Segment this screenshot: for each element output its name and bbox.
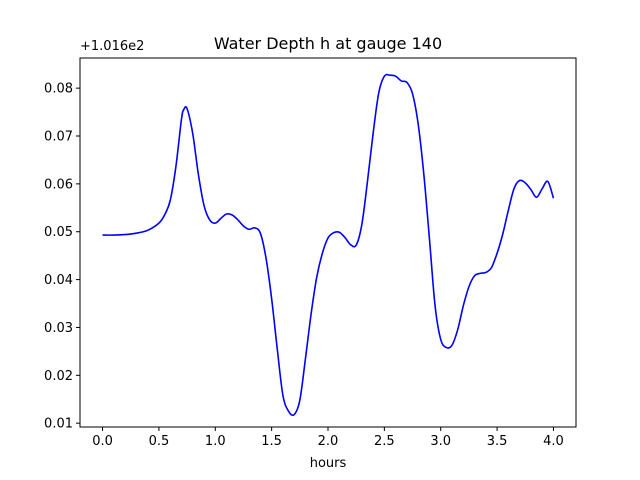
y-tick-label: 0.04	[44, 273, 73, 288]
y-tick-label: 0.07	[44, 130, 73, 145]
y-tick-label: 0.05	[44, 225, 73, 240]
y-tick-label: 0.02	[44, 369, 73, 384]
x-tick-label: 3.0	[430, 434, 451, 449]
y-tick-label: 0.08	[44, 82, 73, 97]
y-offset-text: +1.016e2	[80, 39, 144, 54]
x-tick-label: 1.5	[261, 434, 282, 449]
y-tick-label: 0.06	[44, 177, 73, 192]
x-tick-label: 4.0	[543, 434, 564, 449]
x-axis-label: hours	[310, 456, 347, 471]
x-tick-label: 2.5	[374, 434, 395, 449]
x-tick-label: 0.5	[149, 434, 170, 449]
x-tick-label: 0.0	[92, 434, 113, 449]
y-axis-ticks: 0.01 0.02 0.03 0.04 0.05 0.06 0.07 0.08	[44, 82, 80, 432]
x-axis-ticks: 0.0 0.5 1.0 1.5 2.0 2.5 3.0 3.5 4.0	[92, 427, 564, 449]
y-tick-label: 0.03	[44, 321, 73, 336]
plot-series-group	[102, 73, 555, 417]
water-depth-line	[102, 73, 555, 417]
y-tick-label: 0.01	[44, 417, 73, 432]
chart-title: Water Depth h at gauge 140	[214, 34, 442, 53]
x-tick-label: 2.0	[318, 434, 339, 449]
x-tick-label: 3.5	[487, 434, 508, 449]
x-tick-label: 1.0	[205, 434, 226, 449]
axes-frame	[79, 57, 577, 428]
